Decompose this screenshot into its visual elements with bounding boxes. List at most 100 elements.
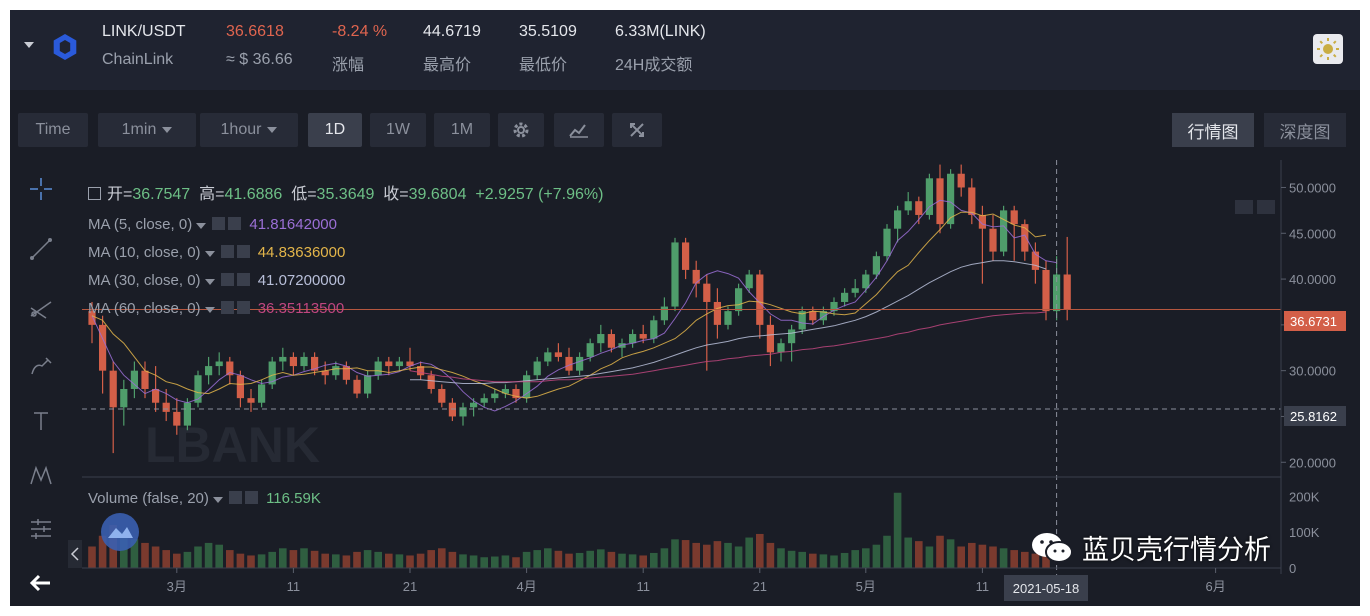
time-button[interactable]: Time <box>18 113 88 147</box>
volume-bar <box>173 553 181 568</box>
close-icon[interactable] <box>236 301 250 314</box>
interval-min-label: 1min <box>121 121 157 138</box>
drawing-toolbar <box>10 160 72 606</box>
gear-icon[interactable] <box>220 273 234 286</box>
volume-bar <box>575 552 584 568</box>
tab-market-chart[interactable]: 行情图 <box>1172 113 1254 147</box>
candle-body <box>872 256 880 275</box>
ma5-value: 41.81642000 <box>249 216 337 233</box>
wechat-text: 蓝贝壳行情分析 <box>1082 535 1271 565</box>
candlestick-chart[interactable]: LBANK 50.000045.000040.000035.000030.000… <box>10 10 1360 606</box>
ma60-legend[interactable]: MA (60, close, 0) 36.35113500 <box>88 300 344 317</box>
candle-body <box>660 306 668 321</box>
close-icon[interactable] <box>236 273 250 286</box>
period-1m-button[interactable]: 1M <box>434 113 490 147</box>
close-label: 收= <box>383 186 409 203</box>
x-tick-label: 21 <box>403 579 417 594</box>
settings-button[interactable] <box>498 113 544 147</box>
candle-body <box>1042 269 1050 312</box>
x-tick-label: 3月 <box>167 579 187 594</box>
volume-bar <box>268 551 276 568</box>
period-1w-button[interactable]: 1W <box>370 113 426 147</box>
volume-bar <box>395 554 404 568</box>
indicators-button[interactable] <box>554 113 604 147</box>
crosshair-price-tag: 25.8162 <box>1284 406 1346 426</box>
volume-bar <box>279 548 287 568</box>
trend-line-icon[interactable] <box>26 234 56 264</box>
volume-bar <box>310 550 319 568</box>
volume-bar <box>363 550 372 568</box>
volume-bar <box>628 554 637 568</box>
candle-body <box>205 366 213 376</box>
volume-legend[interactable]: Volume (false, 20) 116.59K <box>88 490 321 507</box>
gear-icon[interactable] <box>229 491 243 504</box>
tab-depth-chart[interactable]: 深度图 <box>1264 113 1346 147</box>
close-icon[interactable] <box>228 217 242 230</box>
fib-tool-icon[interactable] <box>26 294 56 324</box>
ma5-legend[interactable]: MA (5, close, 0) 41.81642000 <box>88 216 337 233</box>
volume-bar <box>1031 553 1040 568</box>
ma10-name: MA (10, close, 0) <box>88 244 201 261</box>
candle-body <box>650 320 658 339</box>
low-value: 35.3649 <box>316 186 375 203</box>
brush-icon[interactable] <box>26 350 56 380</box>
candle-body <box>554 352 562 357</box>
theme-toggle-button[interactable] <box>1313 34 1343 64</box>
close-icon[interactable] <box>245 491 259 504</box>
measure-tool-icon[interactable] <box>26 514 56 544</box>
x-tick-label: 11 <box>976 579 990 594</box>
pair-name[interactable]: LINK/USDT <box>102 23 186 40</box>
gear-icon[interactable] <box>212 217 226 230</box>
volume-bar <box>766 542 775 568</box>
interval-hour-dropdown[interactable]: 1hour <box>200 113 298 147</box>
candle-body <box>512 388 520 399</box>
candle-body <box>1053 274 1061 312</box>
pattern-tool-icon[interactable] <box>26 460 56 490</box>
y-tick-label: 30.0000 <box>1289 364 1336 379</box>
chevron-down-icon[interactable] <box>204 307 215 313</box>
candle-body <box>523 375 531 399</box>
change-label: 涨幅 <box>332 57 365 74</box>
volume-bar <box>353 551 361 568</box>
close-icon[interactable] <box>236 245 250 258</box>
back-arrow-icon[interactable] <box>26 568 56 598</box>
ma-line-0 <box>91 199 1057 412</box>
chevron-down-icon[interactable] <box>204 251 215 257</box>
candle-body <box>756 274 764 325</box>
collapse-icon[interactable] <box>88 187 101 200</box>
candle-body <box>957 173 965 188</box>
volume-bar <box>650 552 658 568</box>
text-tool-icon[interactable] <box>26 406 56 436</box>
volume-bar <box>130 539 139 568</box>
volume-bar <box>840 552 849 568</box>
pair-dropdown-caret-icon[interactable] <box>24 42 34 48</box>
chevron-down-icon[interactable] <box>213 497 224 503</box>
candle-body <box>1000 210 1008 252</box>
ma10-legend[interactable]: MA (10, close, 0) 44.83636000 <box>88 244 345 261</box>
volume-bar <box>915 541 923 568</box>
candle-body <box>385 361 393 367</box>
crosshair-icon[interactable] <box>26 174 56 204</box>
candle-body <box>978 214 986 229</box>
volume-bar <box>544 548 552 568</box>
candle-body <box>894 210 902 229</box>
candle-body <box>268 361 276 385</box>
upload-icon <box>1257 200 1275 214</box>
candle-body <box>777 343 785 353</box>
volume-bar <box>787 550 796 568</box>
candle-body <box>427 375 435 389</box>
candle-body <box>597 334 605 344</box>
volume-bar <box>88 546 96 568</box>
volume-bar <box>1010 550 1018 568</box>
chevron-down-icon[interactable] <box>196 223 207 229</box>
fullscreen-button[interactable] <box>612 113 662 147</box>
x-tick-label: 4月 <box>516 579 536 594</box>
period-1d-button[interactable]: 1D <box>308 113 362 147</box>
fullscreen-icon <box>630 123 644 137</box>
ma60-name: MA (60, close, 0) <box>88 300 201 317</box>
interval-min-dropdown[interactable]: 1min <box>98 113 196 147</box>
ma30-legend[interactable]: MA (30, close, 0) 41.07200000 <box>88 272 345 289</box>
gear-icon[interactable] <box>220 301 234 314</box>
gear-icon[interactable] <box>220 245 234 258</box>
chevron-down-icon[interactable] <box>204 279 215 285</box>
